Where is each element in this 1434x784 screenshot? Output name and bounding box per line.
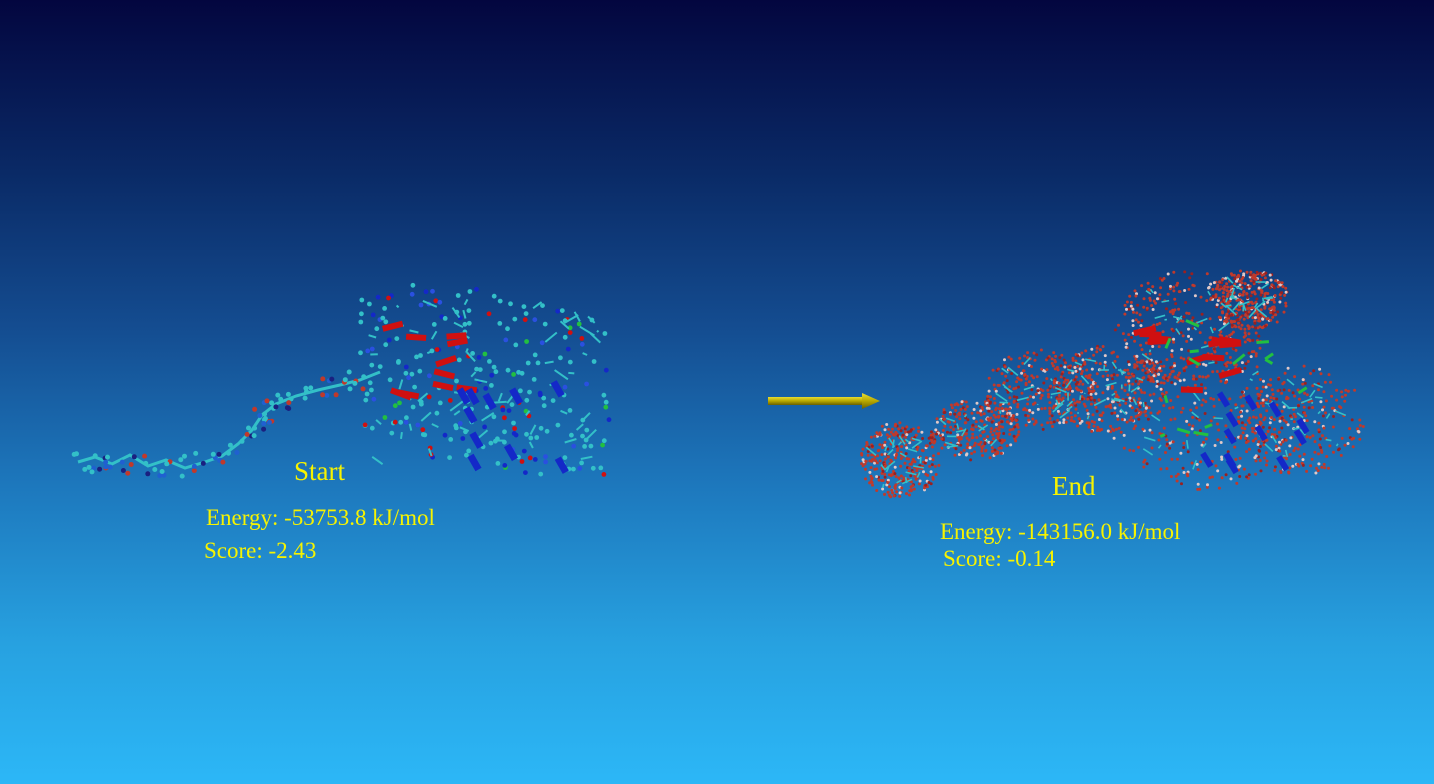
start-title: Start: [294, 456, 345, 486]
end-title: End: [1052, 471, 1096, 501]
start-extended-backbone: [77, 370, 381, 470]
end-water-shell: [860, 269, 1365, 499]
start-score: Score: -2.43: [204, 538, 317, 563]
start-protein-structure: [71, 282, 612, 479]
start-folded-domain: [358, 282, 612, 477]
end-solvated-structure: [860, 269, 1365, 499]
end-energy: Energy: -143156.0 kJ/mol: [940, 519, 1181, 544]
end-protein-core: [865, 276, 1347, 488]
start-energy: Energy: -53753.8 kJ/mol: [206, 505, 435, 530]
start-side-chain-atoms: [71, 369, 367, 479]
transition-arrow: [768, 393, 880, 409]
end-score: Score: -0.14: [943, 546, 1056, 571]
